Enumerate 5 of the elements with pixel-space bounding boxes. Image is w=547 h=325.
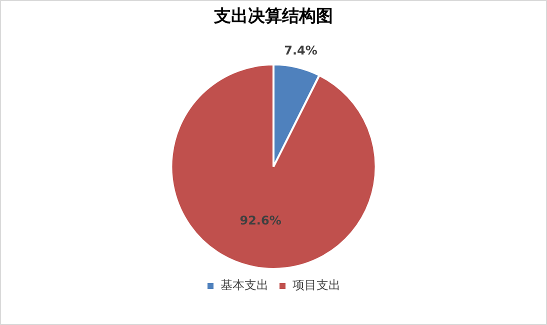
legend-label: 项目支出 <box>292 278 340 292</box>
legend-label: 基本支出 <box>220 278 268 292</box>
data-label: 7.4% <box>284 44 318 58</box>
data-label: 92.6% <box>240 214 282 228</box>
chart-title: 支出决算结构图 <box>213 6 333 27</box>
